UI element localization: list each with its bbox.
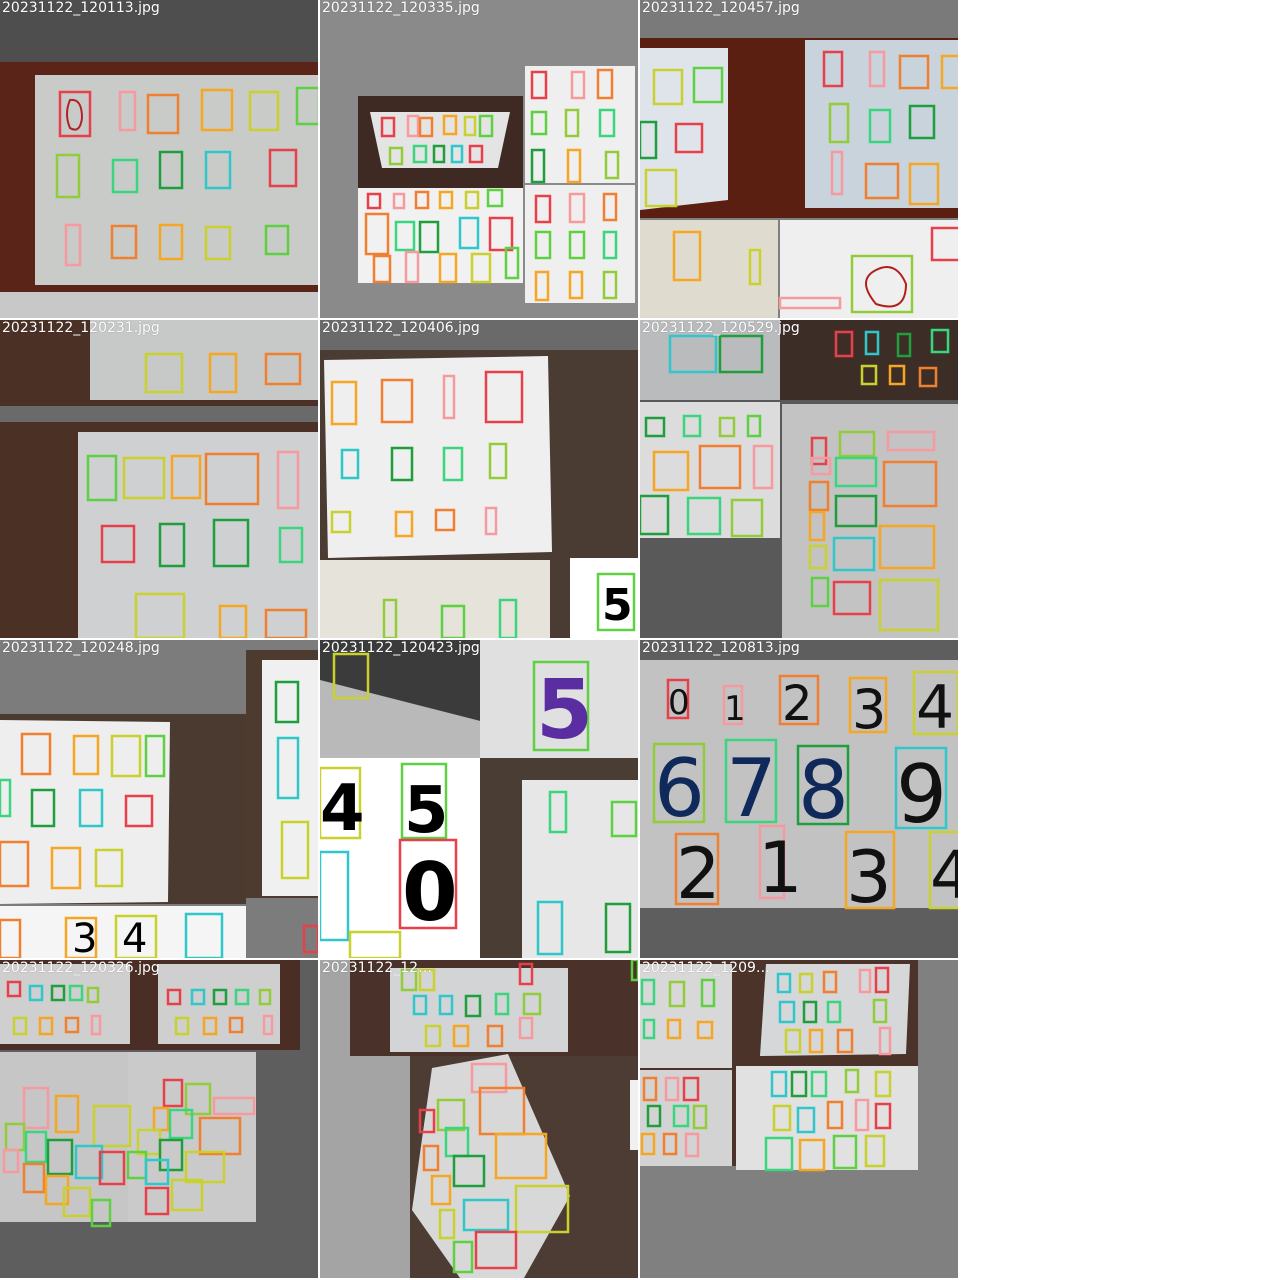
- detections: [55, 86, 318, 267]
- detections: [400, 960, 638, 1274]
- svg-text:0: 0: [668, 683, 690, 723]
- svg-text:3: 3: [852, 678, 886, 741]
- tile-image: [640, 960, 958, 1278]
- svg-text:4: 4: [916, 673, 954, 743]
- tile-image: [640, 320, 958, 638]
- image-tile: 20231122_120457.jpg: [640, 0, 958, 318]
- svg-text:3: 3: [72, 916, 97, 958]
- detections: 5: [330, 370, 636, 638]
- image-filename: 20231122_120529.jpg: [642, 320, 800, 336]
- image-filename: 20231122_1209…: [642, 960, 770, 976]
- image-filename: 20231122_120231.jpg: [2, 320, 160, 336]
- svg-text:0: 0: [402, 846, 458, 939]
- tile-image: 5 4 5 0: [320, 640, 638, 958]
- image-filename: 20231122_120457.jpg: [642, 0, 800, 16]
- detections: [640, 328, 950, 632]
- detections: [2, 980, 274, 1228]
- svg-text:3: 3: [846, 835, 892, 919]
- svg-text:1: 1: [724, 689, 746, 729]
- detections: 3 4: [0, 680, 318, 958]
- detections: [640, 50, 958, 314]
- image-filename: 20231122_120335.jpg: [322, 0, 480, 16]
- detections: [364, 68, 620, 302]
- image-tile: 20231122_120231.jpg: [0, 320, 318, 638]
- image-filename: 20231122_12…: [322, 960, 433, 976]
- svg-text:8: 8: [798, 744, 849, 837]
- svg-text:2: 2: [782, 676, 813, 732]
- svg-text:6: 6: [654, 742, 705, 835]
- tile-image: [320, 960, 638, 1278]
- tile-image: [320, 0, 638, 318]
- image-filename: 20231122_120813.jpg: [642, 640, 800, 656]
- image-filename: 20231122_120406.jpg: [322, 320, 480, 336]
- tile-image: 3 4: [0, 640, 318, 958]
- svg-text:9: 9: [896, 748, 947, 841]
- svg-text:1: 1: [758, 827, 803, 909]
- svg-text:2: 2: [676, 833, 721, 915]
- image-tile: 20231122_120335.jpg: [320, 0, 638, 318]
- image-tile: 0 1 2 3 4 6 7 8 9 2 1: [640, 640, 958, 958]
- image-filename: 20231122_120423.jpg: [322, 640, 480, 656]
- image-filename: 20231122_120113.jpg: [2, 0, 160, 16]
- image-filename: 20231122_120326.jpg: [2, 960, 160, 976]
- svg-text:5: 5: [404, 774, 449, 848]
- detections: 5 4 5 0: [320, 652, 638, 958]
- image-tile: 5 20231122_120406.jpg: [320, 320, 638, 638]
- tile-image: [0, 960, 318, 1278]
- detections: [640, 966, 892, 1172]
- image-tile: 20231122_120326.jpg: [0, 960, 318, 1278]
- image-filename: 20231122_120248.jpg: [2, 640, 160, 656]
- image-tile: 5 4 5 0 20231122_120423.jpg: [320, 640, 638, 958]
- svg-text:4: 4: [930, 837, 958, 914]
- image-tile: 20231122_120529.jpg: [640, 320, 958, 638]
- svg-text:4: 4: [122, 916, 147, 958]
- tile-image: 5: [320, 320, 638, 638]
- image-tile: 20231122_1209…: [640, 960, 958, 1278]
- mosaic-grid: 20231122_120113.jpg: [0, 0, 960, 1280]
- svg-text:4: 4: [320, 772, 365, 846]
- image-tile: 20231122_12…: [320, 960, 638, 1278]
- detections: 0 1 2 3 4 6 7 8 9 2 1: [652, 670, 958, 919]
- image-tile: 3 4 20231122_120248.jpg: [0, 640, 318, 958]
- svg-text:5: 5: [536, 663, 593, 758]
- svg-text:7: 7: [726, 742, 777, 835]
- tile-image: 0 1 2 3 4 6 7 8 9 2 1: [640, 640, 958, 958]
- svg-text:5: 5: [602, 580, 633, 631]
- tile-image: [0, 320, 318, 638]
- image-tile: 20231122_120113.jpg: [0, 0, 318, 318]
- tile-image: [0, 0, 318, 318]
- detections: [86, 352, 308, 638]
- tile-image: [640, 0, 958, 318]
